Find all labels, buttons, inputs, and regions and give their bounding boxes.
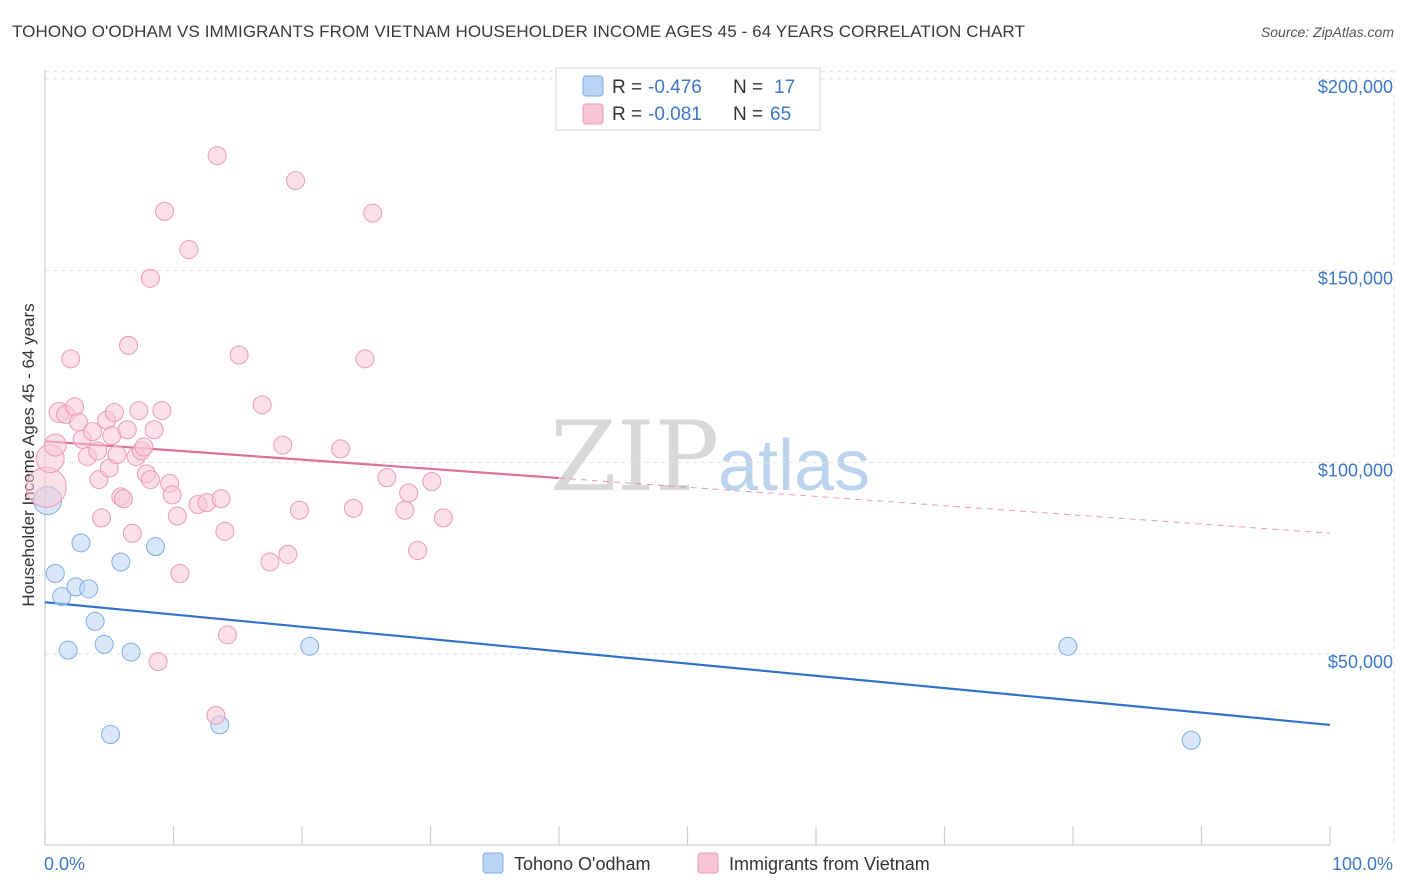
point-tohono-6 bbox=[79, 579, 99, 599]
point-tohono-8 bbox=[94, 634, 114, 654]
point-vietnam-63 bbox=[433, 508, 453, 528]
point-vietnam-43 bbox=[207, 146, 227, 166]
source-credit: Source: ZipAtlas.com bbox=[1260, 24, 1394, 40]
point-vietnam-53 bbox=[289, 500, 309, 520]
legend-r-value-pink: -0.081 bbox=[648, 104, 702, 125]
point-vietnam-5 bbox=[61, 349, 81, 369]
point-tohono-7 bbox=[85, 611, 105, 631]
point-vietnam-49 bbox=[260, 552, 280, 572]
point-vietnam-25 bbox=[129, 401, 149, 421]
point-vietnam-45 bbox=[215, 521, 235, 541]
point-tohono-1 bbox=[45, 564, 65, 583]
point-vietnam-39 bbox=[179, 240, 199, 260]
trend-line-dashed-1 bbox=[558, 477, 1331, 534]
series-legend-swatch-vietnam bbox=[697, 852, 719, 874]
point-vietnam-52 bbox=[286, 171, 306, 191]
point-tohono-15 bbox=[1058, 636, 1078, 656]
point-vietnam-50 bbox=[273, 435, 293, 455]
point-tohono-12 bbox=[146, 537, 166, 557]
trend-lines bbox=[44, 440, 1331, 727]
point-vietnam-31 bbox=[144, 420, 164, 440]
point-vietnam-46 bbox=[217, 625, 237, 645]
point-vietnam-11 bbox=[88, 441, 108, 461]
point-vietnam-17 bbox=[104, 403, 124, 422]
point-vietnam-18 bbox=[107, 445, 127, 465]
point-vietnam-2 bbox=[43, 433, 67, 457]
y-tick-label-1: $100,000 bbox=[1318, 460, 1393, 480]
point-vietnam-22 bbox=[119, 335, 139, 355]
point-vietnam-61 bbox=[408, 541, 428, 560]
point-vietnam-56 bbox=[355, 349, 375, 369]
point-vietnam-57 bbox=[363, 203, 383, 223]
point-tohono-10 bbox=[111, 552, 131, 572]
series-legend-label-tohono: Tohono O'odham bbox=[514, 854, 651, 874]
trend-line-solid-1 bbox=[44, 440, 560, 480]
point-vietnam-62 bbox=[422, 472, 442, 491]
point-vietnam-60 bbox=[399, 483, 419, 503]
point-tohono-14 bbox=[300, 636, 320, 656]
y-tick-label-0: $50,000 bbox=[1328, 652, 1393, 672]
point-vietnam-44 bbox=[211, 489, 231, 509]
point-vietnam-20 bbox=[113, 489, 133, 509]
legend-n-value-blue: 17 bbox=[774, 77, 795, 98]
point-tohono-9 bbox=[101, 725, 121, 744]
point-tohono-3 bbox=[58, 640, 78, 660]
point-vietnam-0 bbox=[25, 466, 67, 508]
point-vietnam-10 bbox=[83, 422, 103, 442]
y-tick-label-2: $150,000 bbox=[1318, 269, 1393, 289]
series-legend-swatch-tohono bbox=[482, 852, 504, 874]
legend-n-label-pink: N = bbox=[733, 104, 763, 125]
point-vietnam-47 bbox=[229, 345, 249, 365]
point-vietnam-13 bbox=[92, 508, 112, 528]
point-vietnam-33 bbox=[152, 401, 172, 421]
point-tohono-11 bbox=[121, 642, 141, 662]
y-tick-label-3: $200,000 bbox=[1318, 77, 1393, 97]
point-vietnam-32 bbox=[148, 652, 168, 672]
point-vietnam-42 bbox=[206, 705, 226, 725]
point-vietnam-29 bbox=[140, 470, 160, 490]
point-vietnam-51 bbox=[278, 544, 298, 564]
watermark-zip: ZIP bbox=[550, 401, 719, 513]
legend-n-value-pink: 65 bbox=[770, 104, 791, 125]
point-vietnam-55 bbox=[343, 498, 363, 518]
x-tick-label-max: 100.0% bbox=[1332, 854, 1393, 874]
point-tohono-2 bbox=[52, 587, 72, 606]
point-vietnam-48 bbox=[252, 395, 272, 415]
y-tick-labels: $50,000 $100,000 $150,000 $200,000 bbox=[1318, 77, 1393, 672]
point-vietnam-54 bbox=[331, 439, 351, 459]
series-legend-label-vietnam: Immigrants from Vietnam bbox=[729, 854, 930, 874]
legend-swatch-blue bbox=[582, 75, 604, 97]
point-vietnam-34 bbox=[155, 201, 175, 221]
legend-swatch-pink bbox=[582, 103, 604, 125]
point-vietnam-59 bbox=[395, 500, 415, 520]
point-vietnam-37 bbox=[167, 506, 187, 526]
point-tohono-5 bbox=[71, 533, 91, 553]
point-vietnam-58 bbox=[377, 468, 397, 488]
legend-r-value-blue: -0.476 bbox=[648, 77, 702, 98]
point-vietnam-21 bbox=[117, 420, 137, 440]
point-vietnam-38 bbox=[170, 564, 190, 583]
y-axis-label: Householder Income Ages 45 - 64 years bbox=[19, 303, 38, 606]
series-legend: Tohono O'odham Immigrants from Vietnam bbox=[482, 852, 930, 874]
point-vietnam-23 bbox=[122, 523, 142, 543]
legend-r-label-blue: R = bbox=[612, 77, 642, 98]
point-vietnam-30 bbox=[140, 268, 160, 288]
point-tohono-16 bbox=[1181, 730, 1201, 750]
legend-r-label-pink: R = bbox=[612, 104, 642, 125]
point-vietnam-27 bbox=[134, 437, 154, 457]
x-tick-label-min: 0.0% bbox=[44, 854, 85, 874]
chart-title: TOHONO O'ODHAM VS IMMIGRANTS FROM VIETNA… bbox=[12, 22, 1025, 41]
point-vietnam-36 bbox=[162, 485, 182, 505]
watermark-atlas: atlas bbox=[718, 426, 870, 506]
trend-line-solid-0 bbox=[44, 601, 1331, 727]
scatter-points bbox=[25, 146, 1201, 750]
stats-legend: R = -0.476 N = 17 R = -0.081 N = 65 bbox=[555, 67, 821, 131]
legend-n-label-blue: N = bbox=[733, 77, 763, 98]
